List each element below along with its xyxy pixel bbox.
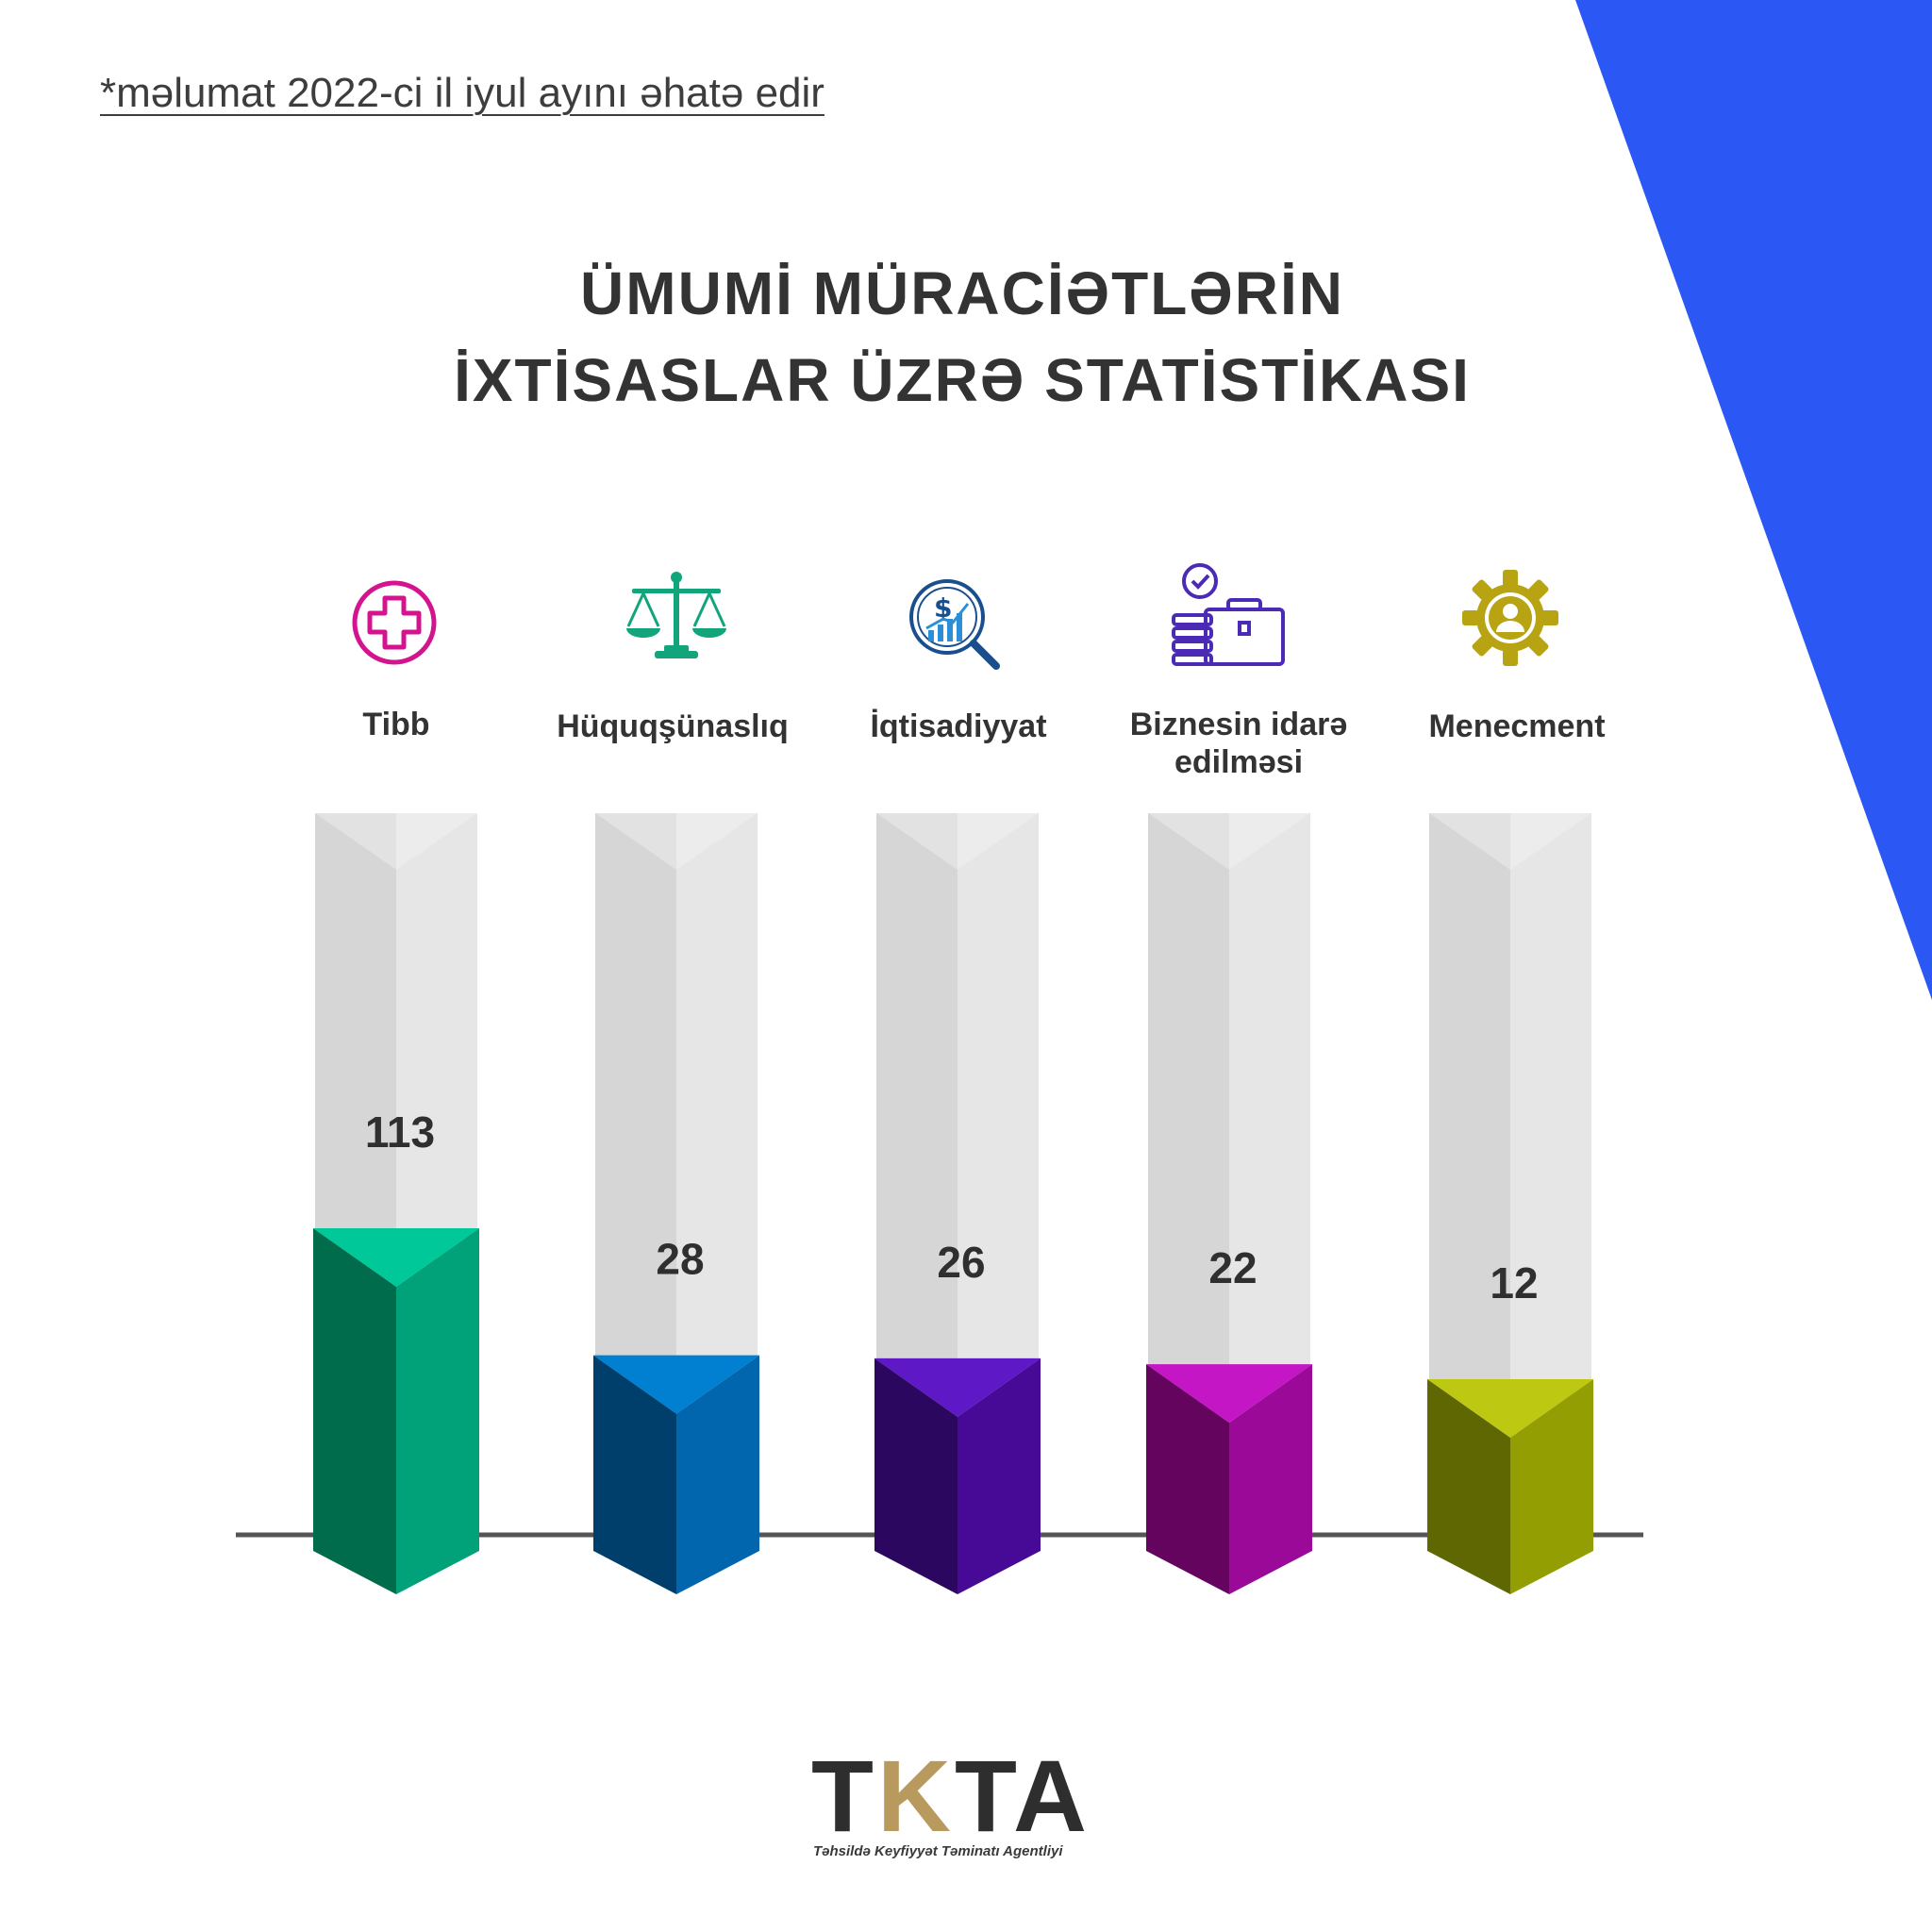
logo-subtitle: Təhsildə Keyfiyyət Təminatı Agentliyi — [813, 1843, 1134, 1859]
value-label-1: 28 — [656, 1235, 704, 1284]
bar-left-face-0 — [313, 1228, 396, 1594]
value-label-2: 26 — [937, 1238, 985, 1287]
bar-right-face-0 — [396, 1228, 479, 1594]
value-label-4: 12 — [1490, 1258, 1538, 1307]
logo-wordmark: TKTA — [811, 1745, 1132, 1847]
tkta-logo: TKTA Təhsildə Keyfiyyət Təminatı Agentli… — [811, 1745, 1132, 1868]
value-label-3: 22 — [1208, 1243, 1257, 1292]
value-label-0: 113 — [365, 1108, 435, 1157]
